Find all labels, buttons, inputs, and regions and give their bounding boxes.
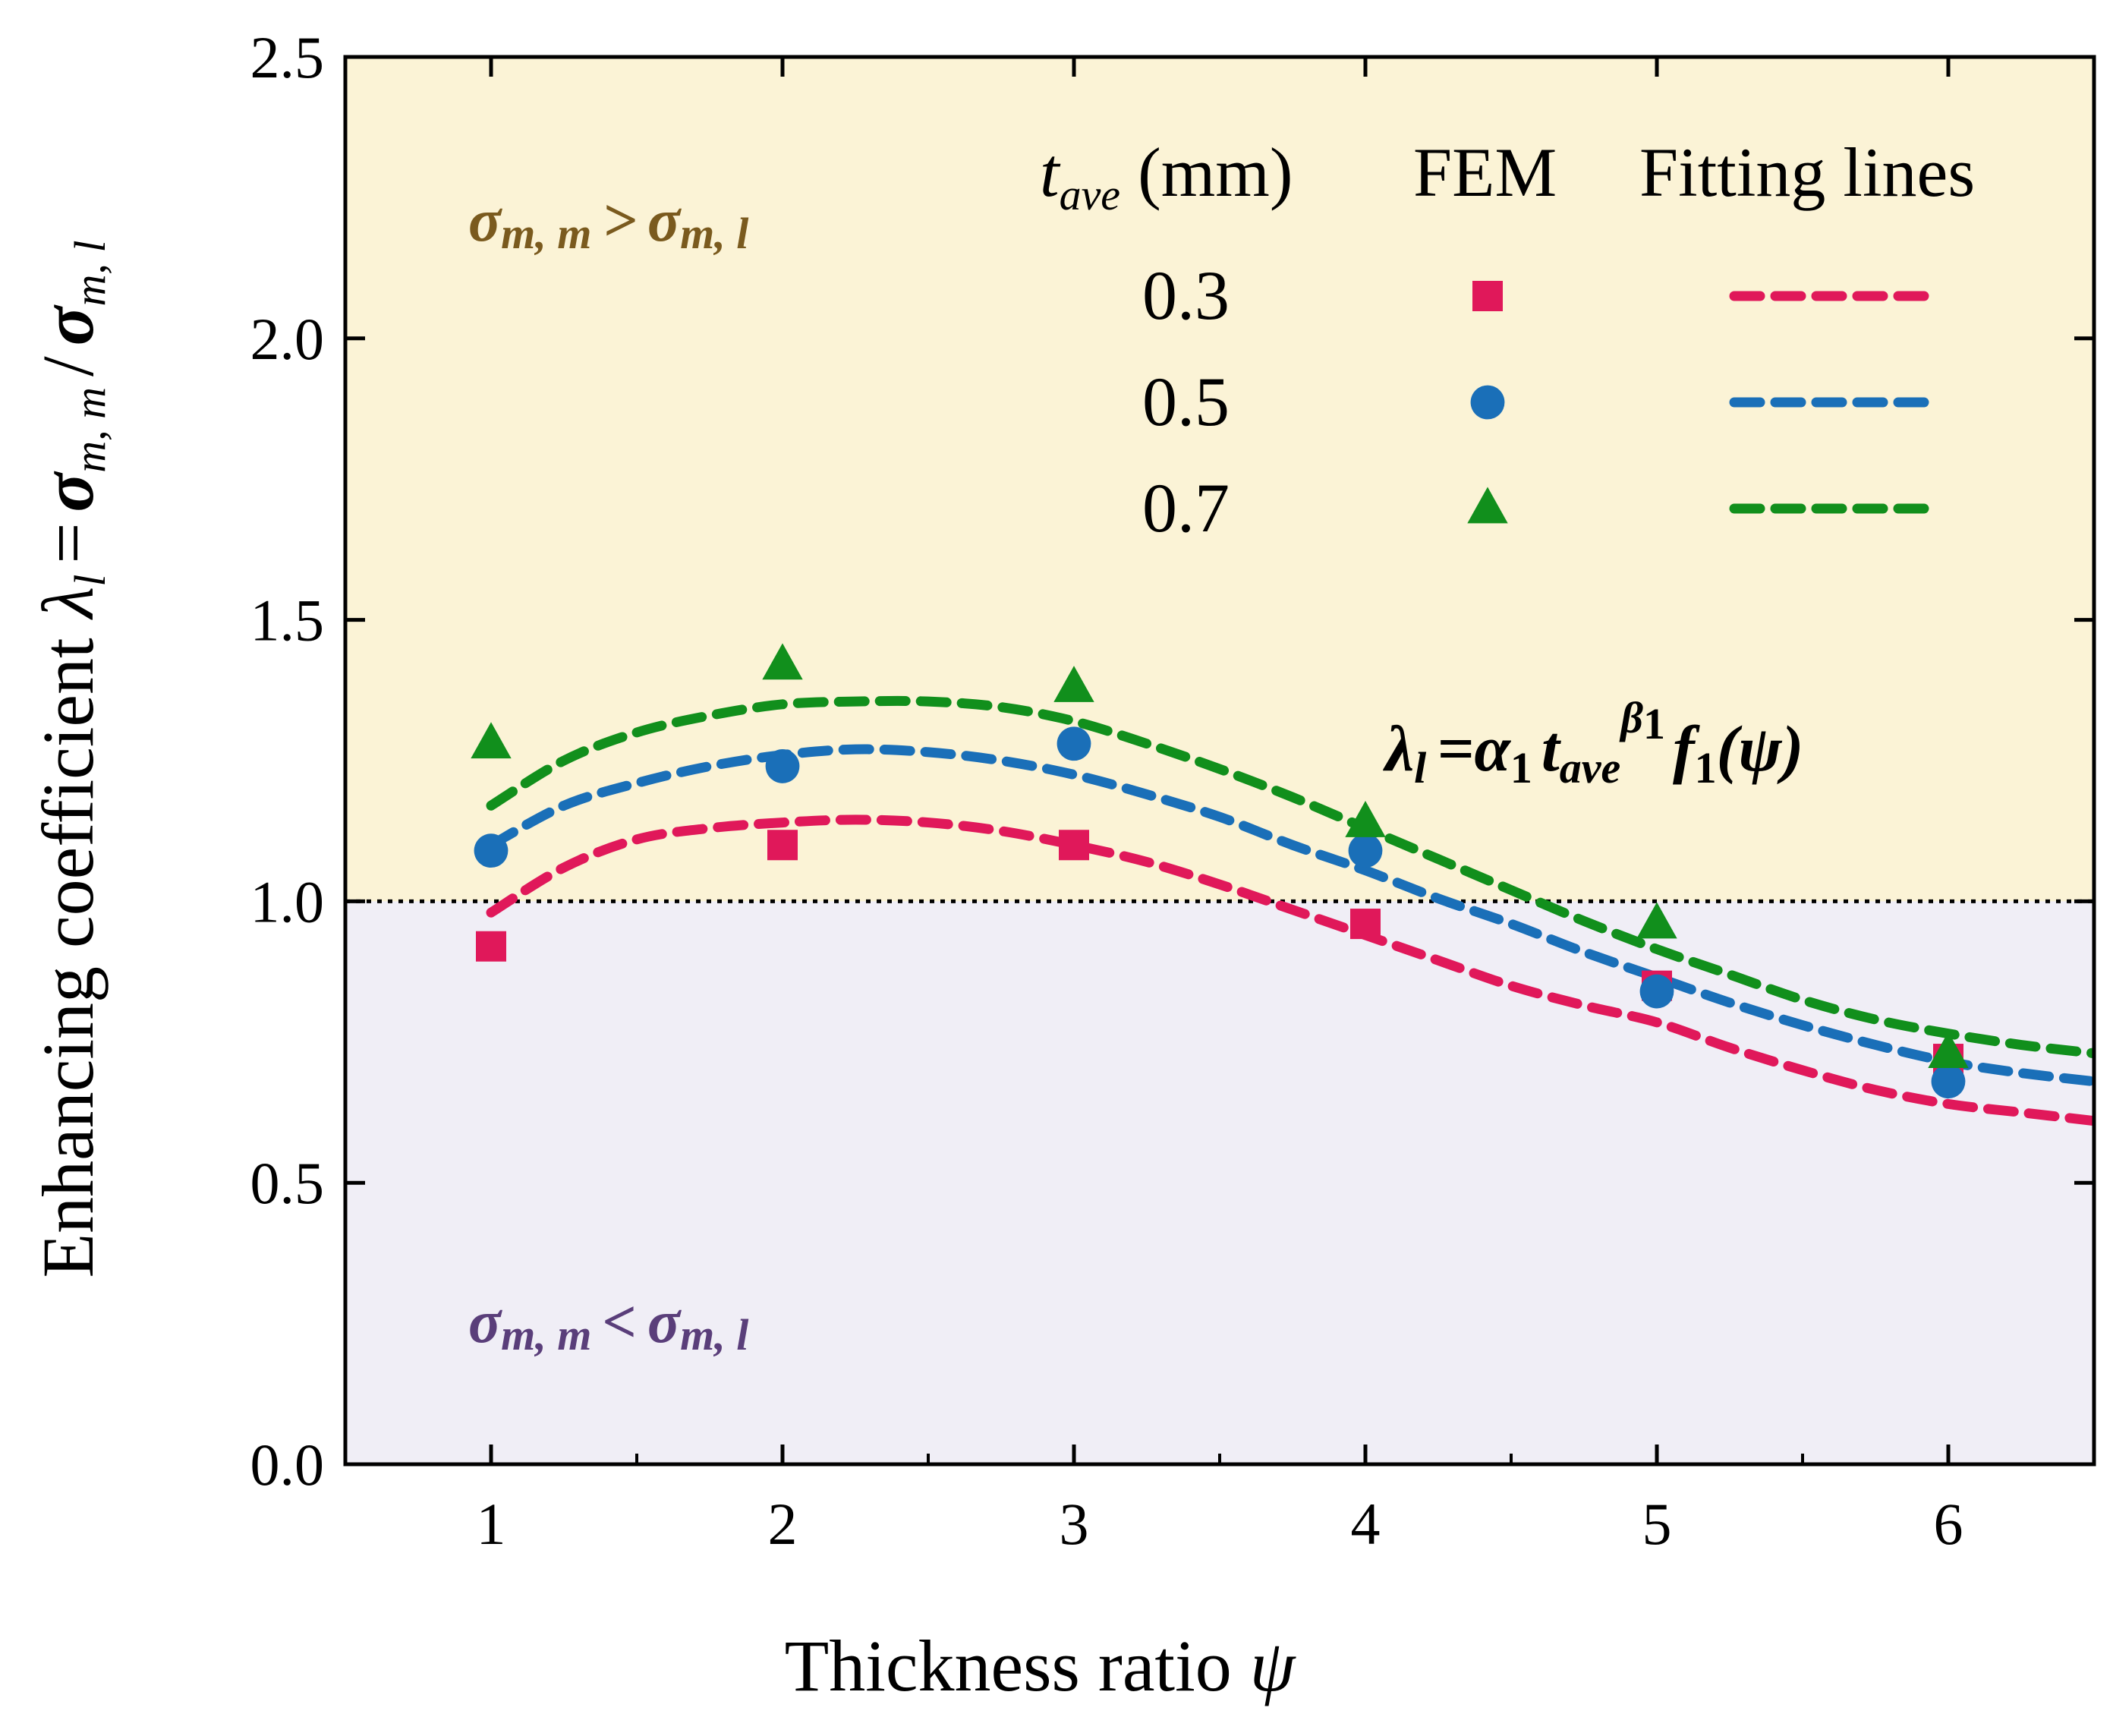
x-tick-label: 3: [1060, 1491, 1089, 1557]
x-tick-label: 5: [1642, 1491, 1672, 1557]
x-tick-label: 1: [477, 1491, 506, 1557]
fem-point-0.7: [471, 722, 512, 759]
legend-marker-0.3: [1472, 281, 1503, 311]
fem-point-0.7: [1636, 902, 1677, 939]
region-upper-bg: [345, 57, 2094, 902]
fem-point-0.5: [474, 833, 509, 868]
fit-equation: λl =α1 taveβ1 f1(ψ): [1383, 693, 1803, 792]
x-axis-title: Thickness ratio ψ: [785, 1625, 1296, 1706]
legend-label-0.3: 0.3: [1142, 257, 1230, 334]
region-lower-bg: [345, 901, 2094, 1464]
fem-point-0.5: [1056, 726, 1091, 761]
fem-point-0.7: [1928, 1032, 1969, 1068]
fem-point-0.3: [767, 830, 798, 861]
fem-point-0.5: [765, 749, 800, 783]
legend-rows: 0.3 0.5 0.7: [1142, 257, 1929, 547]
y-tick-label: 0.0: [250, 1432, 325, 1498]
legend-label-0.7: 0.7: [1142, 469, 1230, 547]
fit-line-0.3: [486, 814, 2094, 1126]
legend: tave (mm) FEM Fitting lines 0.3 0.5 0.7: [1040, 134, 1975, 547]
legend-header-fem: FEM: [1413, 134, 1557, 211]
legend-marker-0.5: [1470, 385, 1505, 420]
x-tick-label: 6: [1934, 1491, 1963, 1557]
fem-points: [471, 643, 1969, 1099]
fit-line-0.5: [486, 744, 2094, 1087]
fem-point-0.5: [1931, 1064, 1966, 1099]
legend-label-0.5: 0.5: [1142, 363, 1230, 440]
y-tick-label: 2.5: [250, 24, 325, 90]
fit-line-0.7: [486, 695, 2094, 1059]
y-axis-title: Enhancing coefficientλl=σm, m/σm, l: [27, 241, 115, 1278]
fem-point-0.3: [1059, 830, 1089, 861]
y-tick-label: 1.5: [250, 588, 325, 654]
fem-point-0.3: [1350, 909, 1381, 940]
fem-point-0.5: [1639, 974, 1674, 1009]
axis-ticks: 1 2 3 4 5 6 0.0 0.5 1.0 1.5 2.0 2.5: [250, 24, 2094, 1557]
x-tick-label: 4: [1351, 1491, 1381, 1557]
x-tick-label: 2: [768, 1491, 798, 1557]
region-lower-label: σm, m < σm, l: [468, 1289, 749, 1359]
fitting-lines: [486, 695, 2094, 1126]
fem-point-0.7: [1345, 801, 1386, 837]
fem-point-0.5: [1348, 833, 1383, 868]
fem-point-0.7: [762, 643, 803, 680]
legend-header-t: tave (mm): [1040, 134, 1293, 219]
y-tick-label: 1.0: [250, 868, 325, 934]
fem-point-0.7: [1053, 666, 1094, 702]
y-tick-label: 0.5: [250, 1150, 325, 1216]
fem-point-0.3: [476, 931, 506, 962]
legend-header-fit: Fitting lines: [1639, 134, 1975, 211]
legend-marker-0.7: [1467, 487, 1508, 524]
y-tick-label: 2.0: [250, 306, 325, 372]
region-upper-label: σm, m > σm, l: [468, 187, 749, 258]
